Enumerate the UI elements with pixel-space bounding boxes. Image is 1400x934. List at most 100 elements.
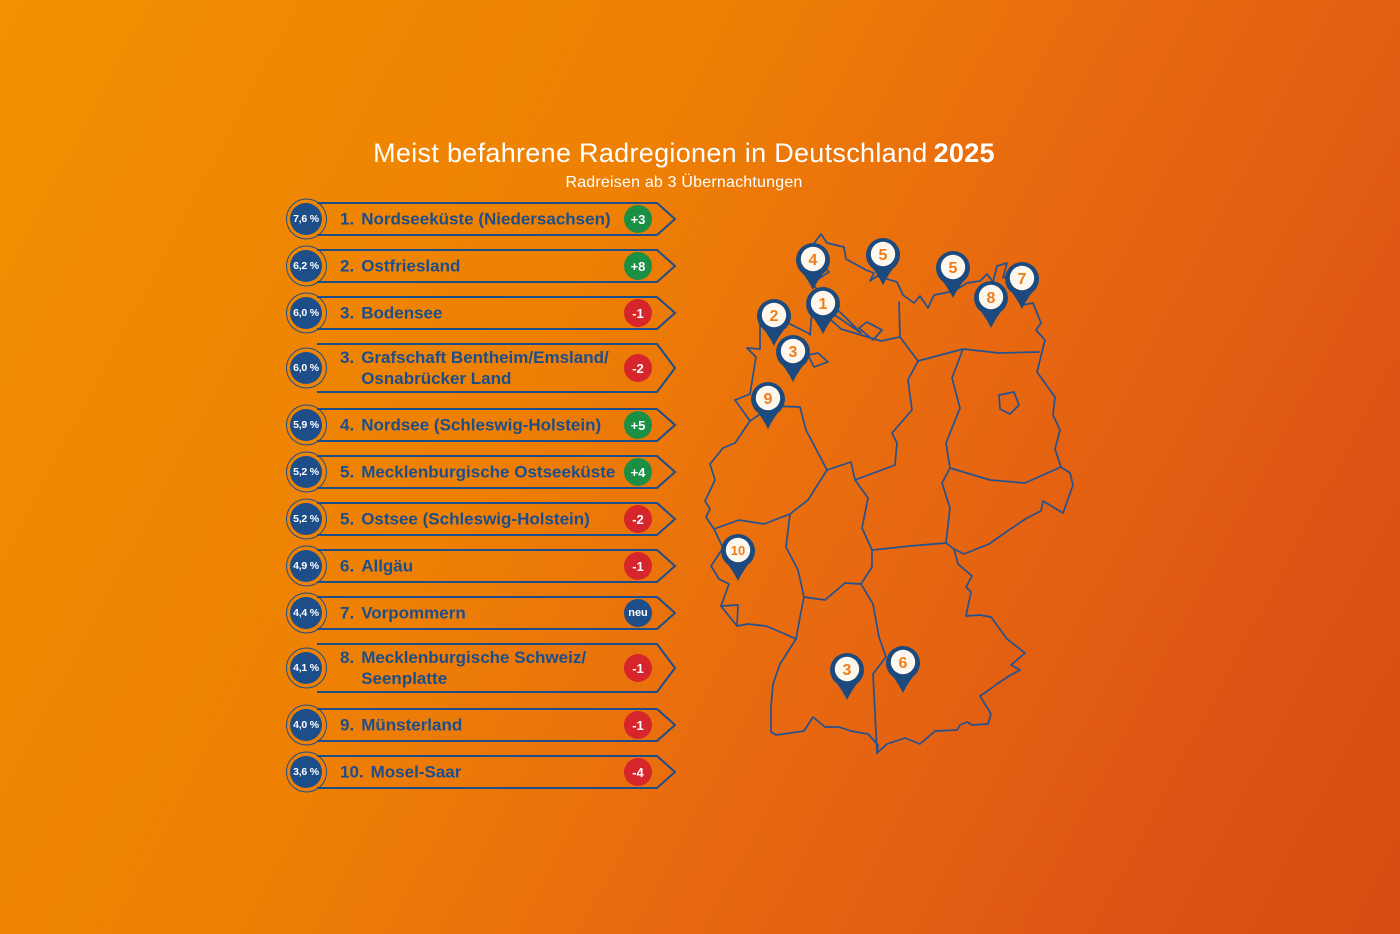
region-name: Mosel-Saar [370,762,462,782]
ranking-row: 6,2 % 2. Ostfriesland +8 [285,245,677,287]
banner-arrow-shape [317,643,677,693]
share-ring [285,198,327,240]
region-name: Ostfriesland [361,256,461,276]
pin-face [978,284,1004,310]
ranking-row: 4,0 % 9. Münsterland -1 [285,704,677,746]
ranking-row: 4,4 % 7. Vorpommern neu [285,592,677,634]
change-badge: +5 [624,411,652,439]
region-label: 2. Ostfriesland [340,256,460,277]
share-badge: 5,2 % [290,503,322,535]
region-label: 4. Nordsee (Schleswig-Holstein) [340,415,601,436]
rank-number: 6. [340,556,355,576]
share-ring [285,451,327,493]
region-name: Ostsee (Schleswig-Holstein) [361,509,590,529]
rank-number: 7. [340,603,355,623]
rank-number: 2. [340,256,355,276]
pin-face [940,254,966,280]
share-badge: 7,6 % [290,203,322,235]
pin-number: 3 [789,344,798,361]
title-main: Meist befahrene Radregionen in Deutschla… [373,138,928,168]
ranking-row: 4,9 % 6. Allgäu -1 [285,545,677,587]
pin-number: 3 [843,662,852,679]
region-name: Nordsee (Schleswig-Holstein) [361,415,602,435]
header: Meist befahrene Radregionen in Deutschla… [284,138,1084,192]
region-label: 6. Allgäu [340,556,413,577]
pin-number: 5 [949,260,958,277]
share-badge: 4,0 % [290,709,322,741]
region-label: 3. Bodensee [340,303,442,324]
banner-arrow-shape [317,596,677,630]
banner-arrow-shape [317,755,677,789]
pin-face [725,537,751,563]
map-pin: 6 [886,646,920,693]
change-badge: -4 [624,758,652,786]
page-subtitle: Radreisen ab 3 Übernachtungen [565,174,803,191]
pin-face [1009,265,1035,291]
ranking-row: 5,9 % 4. Nordsee (Schleswig-Holstein) +5 [285,404,677,446]
change-badge: +3 [624,205,652,233]
rank-number: 10. [340,762,364,782]
share-ring [285,592,327,634]
change-badge: -1 [624,711,652,739]
banner-arrow-shape [317,249,677,283]
map-pin: 3 [830,653,864,700]
share-ring [285,647,327,689]
share-badge: 6,2 % [290,250,322,282]
share-badge: 3,6 % [290,756,322,788]
pin-face [834,656,860,682]
share-ring [285,704,327,746]
pin-face [800,246,826,272]
banner-arrow-shape [317,343,677,393]
state-borders [713,301,1062,754]
region-label: 5. Mecklenburgische Ostseeküste [340,462,615,483]
share-badge: 4,9 % [290,550,322,582]
map-pin: 1 [806,287,840,334]
share-badge: 6,0 % [290,352,322,384]
banner-arrow-shape [317,202,677,236]
share-badge: 6,0 % [290,297,322,329]
pin-face [755,385,781,411]
rank-number: 4. [340,415,355,435]
region-name: Vorpommern [361,603,466,623]
map-pin-layer: 4 5 5 7 8 1 2 3 9 10 3 6 [721,238,1039,700]
share-ring [285,404,327,446]
ranking-row: 3,6 % 10. Mosel-Saar -4 [285,751,677,793]
change-badge: -2 [624,354,652,382]
pin-number: 10 [731,543,745,558]
region-label: 8. Mecklenburgische Schweiz/Seenplatte [340,647,586,689]
share-ring [285,245,327,287]
ranking-row: 6,0 % 3. Bodensee -1 [285,292,677,334]
share-badge: 5,9 % [290,409,322,441]
share-ring [285,545,327,587]
region-label: 3. Grafschaft Bentheim/Emsland/Osnabrück… [340,347,609,389]
germany-outline [704,233,1074,754]
region-label: 10. Mosel-Saar [340,762,461,783]
change-badge: -1 [624,299,652,327]
rank-number: 9. [340,715,355,735]
change-badge: neu [624,599,652,627]
ranking-row: 5,2 % 5. Mecklenburgische Ostseeküste +4 [285,451,677,493]
share-badge: 5,2 % [290,456,322,488]
ranking-list: 7,6 % 1. Nordseeküste (Niedersachsen) +3… [285,198,677,802]
region-label: 9. Münsterland [340,715,462,736]
region-name: Bodensee [361,303,443,323]
pin-number: 5 [879,247,888,264]
change-badge: +8 [624,252,652,280]
banner-arrow-shape [317,549,677,583]
pin-number: 7 [1018,271,1027,288]
rank-number: 5. [340,509,355,529]
share-badge: 4,4 % [290,597,322,629]
share-ring [285,751,327,793]
region-label: 7. Vorpommern [340,603,466,624]
region-name: Nordseeküste (Niedersachsen) [361,209,611,229]
map-pin: 2 [757,299,791,346]
region-name: Allgäu [361,556,414,576]
germany-map: 4 5 5 7 8 1 2 3 9 10 3 6 [704,233,1074,754]
map-pin: 5 [866,238,900,285]
change-badge: +4 [624,458,652,486]
map-pin: 3 [776,335,810,382]
change-badge: -2 [624,505,652,533]
banner-arrow-shape [317,408,677,442]
pin-number: 6 [899,655,908,672]
